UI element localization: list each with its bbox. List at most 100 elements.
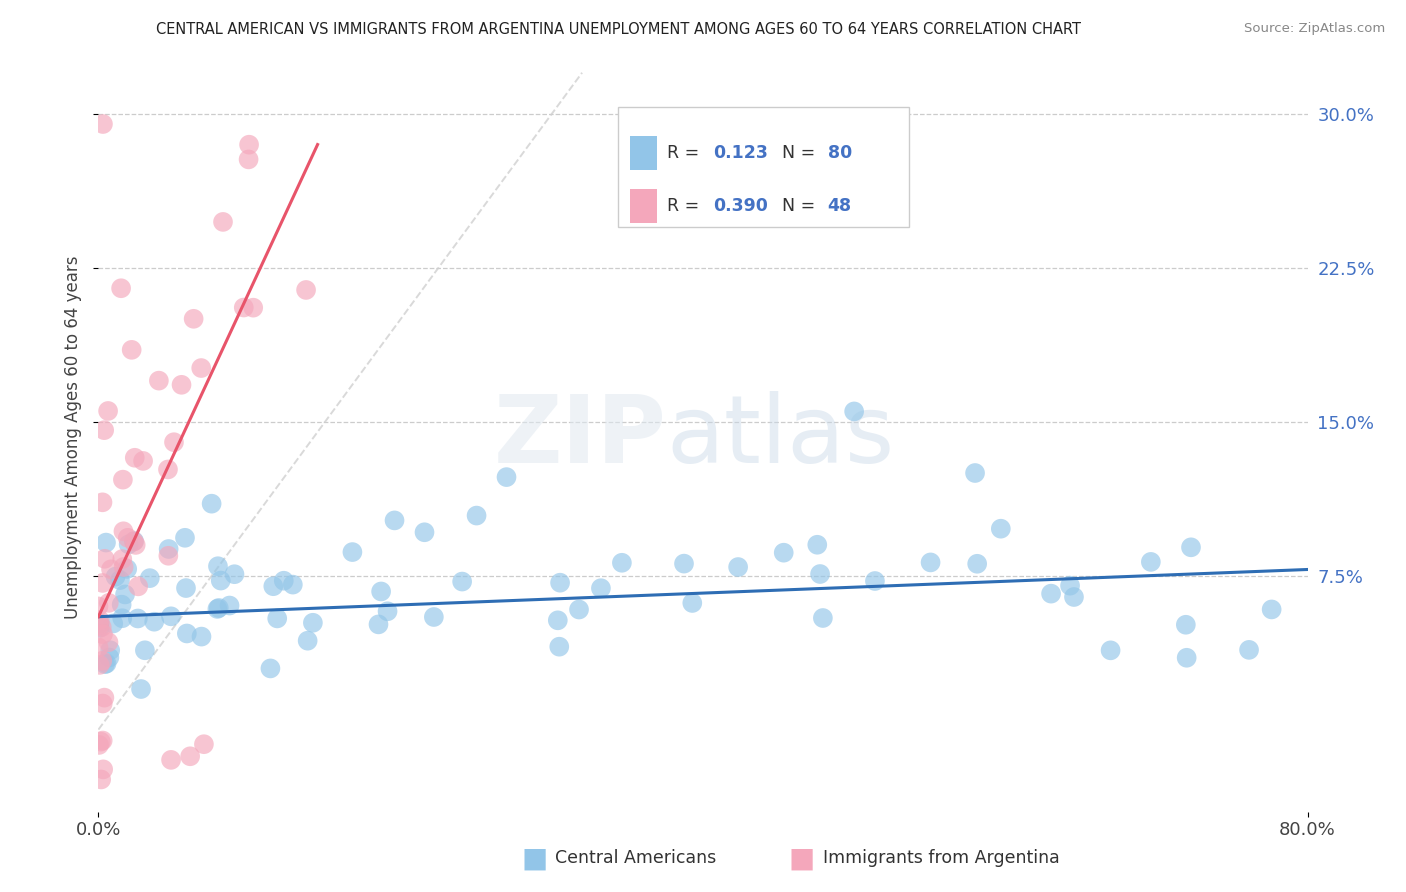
- Point: [89, 621, 111, 635]
- Point: [111, 473, 134, 487]
- Point: [98, 643, 121, 657]
- Point: [111, 611, 134, 625]
- Point: [89, 616, 111, 631]
- Point: [224, 567, 246, 582]
- Point: [238, 137, 260, 152]
- Bar: [630, 136, 657, 169]
- Text: ZIP: ZIP: [494, 391, 666, 483]
- Point: [108, 573, 131, 587]
- Point: [863, 574, 886, 588]
- Point: [157, 541, 180, 556]
- Point: [423, 610, 446, 624]
- Point: [806, 538, 828, 552]
- Point: [174, 531, 197, 545]
- Point: [1174, 617, 1197, 632]
- Point: [207, 602, 229, 616]
- Point: [207, 559, 229, 574]
- Point: [212, 215, 235, 229]
- Point: [134, 643, 156, 657]
- Point: [117, 531, 139, 545]
- Text: CENTRAL AMERICAN VS IMMIGRANTS FROM ARGENTINA UNEMPLOYMENT AMONG AGES 60 TO 64 Y: CENTRAL AMERICAN VS IMMIGRANTS FROM ARGE…: [156, 22, 1081, 37]
- Point: [157, 549, 180, 563]
- Point: [96, 657, 118, 671]
- Point: [772, 546, 794, 560]
- Point: [132, 454, 155, 468]
- Point: [451, 574, 474, 589]
- Point: [808, 567, 831, 582]
- Point: [681, 596, 703, 610]
- Point: [413, 525, 436, 540]
- Text: ■: ■: [522, 844, 547, 872]
- Point: [208, 601, 231, 615]
- Point: [844, 404, 866, 418]
- Point: [218, 599, 240, 613]
- Point: [87, 738, 110, 752]
- Point: [143, 615, 166, 629]
- Point: [148, 374, 170, 388]
- Point: [97, 404, 120, 418]
- Point: [1059, 579, 1081, 593]
- Point: [93, 423, 115, 437]
- Point: [1260, 602, 1282, 616]
- Point: [170, 377, 193, 392]
- Point: [610, 556, 633, 570]
- Point: [1140, 555, 1163, 569]
- Point: [103, 616, 125, 631]
- Text: ■: ■: [789, 844, 814, 872]
- Point: [160, 753, 183, 767]
- Point: [811, 611, 834, 625]
- Point: [90, 772, 112, 787]
- Point: [93, 690, 115, 705]
- Text: atlas: atlas: [666, 391, 896, 483]
- Point: [104, 569, 127, 583]
- Point: [94, 535, 117, 549]
- Text: N =: N =: [782, 144, 820, 162]
- Point: [129, 681, 152, 696]
- Text: Source: ZipAtlas.com: Source: ZipAtlas.com: [1244, 22, 1385, 36]
- Point: [370, 584, 392, 599]
- Point: [115, 562, 138, 576]
- Point: [122, 534, 145, 549]
- Point: [281, 577, 304, 591]
- Point: [90, 734, 112, 748]
- Point: [242, 301, 264, 315]
- Text: 80: 80: [828, 144, 852, 162]
- Point: [589, 581, 612, 595]
- Point: [87, 599, 110, 614]
- Point: [266, 611, 288, 625]
- Point: [273, 574, 295, 588]
- Point: [495, 470, 517, 484]
- Point: [91, 697, 114, 711]
- Point: [920, 556, 942, 570]
- Point: [156, 462, 179, 476]
- Point: [114, 587, 136, 601]
- Point: [117, 537, 139, 551]
- Point: [367, 617, 389, 632]
- Point: [201, 497, 224, 511]
- Point: [259, 661, 281, 675]
- Point: [1040, 587, 1063, 601]
- Point: [548, 575, 571, 590]
- Point: [342, 545, 364, 559]
- Text: 48: 48: [828, 197, 852, 215]
- Point: [121, 343, 143, 357]
- Point: [384, 513, 406, 527]
- FancyBboxPatch shape: [619, 107, 908, 227]
- Point: [672, 557, 695, 571]
- Point: [183, 311, 205, 326]
- Text: 0.390: 0.390: [713, 197, 768, 215]
- Point: [91, 576, 114, 591]
- Text: N =: N =: [782, 197, 820, 215]
- Point: [127, 579, 149, 593]
- Point: [89, 657, 111, 672]
- Point: [548, 640, 571, 654]
- Text: R =: R =: [666, 144, 704, 162]
- Point: [93, 551, 115, 566]
- Point: [91, 117, 114, 131]
- Point: [190, 361, 212, 376]
- Point: [110, 281, 132, 295]
- Point: [990, 522, 1012, 536]
- Text: Central Americans: Central Americans: [555, 849, 717, 867]
- Point: [125, 538, 148, 552]
- Y-axis label: Unemployment Among Ages 60 to 64 years: Unemployment Among Ages 60 to 64 years: [65, 255, 83, 619]
